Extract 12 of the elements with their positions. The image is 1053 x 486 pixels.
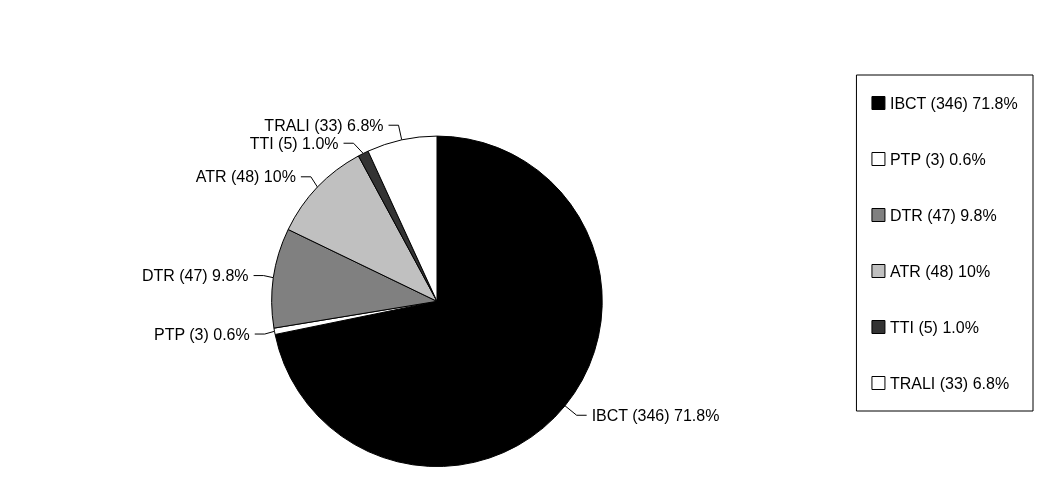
slice-label: ATR (48) 10% [195,168,296,186]
slice-label: DTR (47) 9.8% [141,267,249,285]
legend-label: DTR (47) 9.8% [889,206,997,224]
legend-label: TRALI (33) 6.8% [889,374,1010,392]
legend-label: ATR (48) 10% [889,262,991,280]
legend-label: TTI (5) 1.0% [889,318,979,336]
legend-label: IBCT (346) 71.8% [889,94,1018,112]
slice-label: IBCT (346) 71.8% [591,406,720,424]
slice-label: PTP (3) 0.6% [154,325,250,343]
slice-label: TTI (5) 1.0% [249,134,339,152]
slice-label: TRALI (33) 6.8% [264,116,384,134]
legend-label: PTP (3) 0.6% [889,150,986,168]
